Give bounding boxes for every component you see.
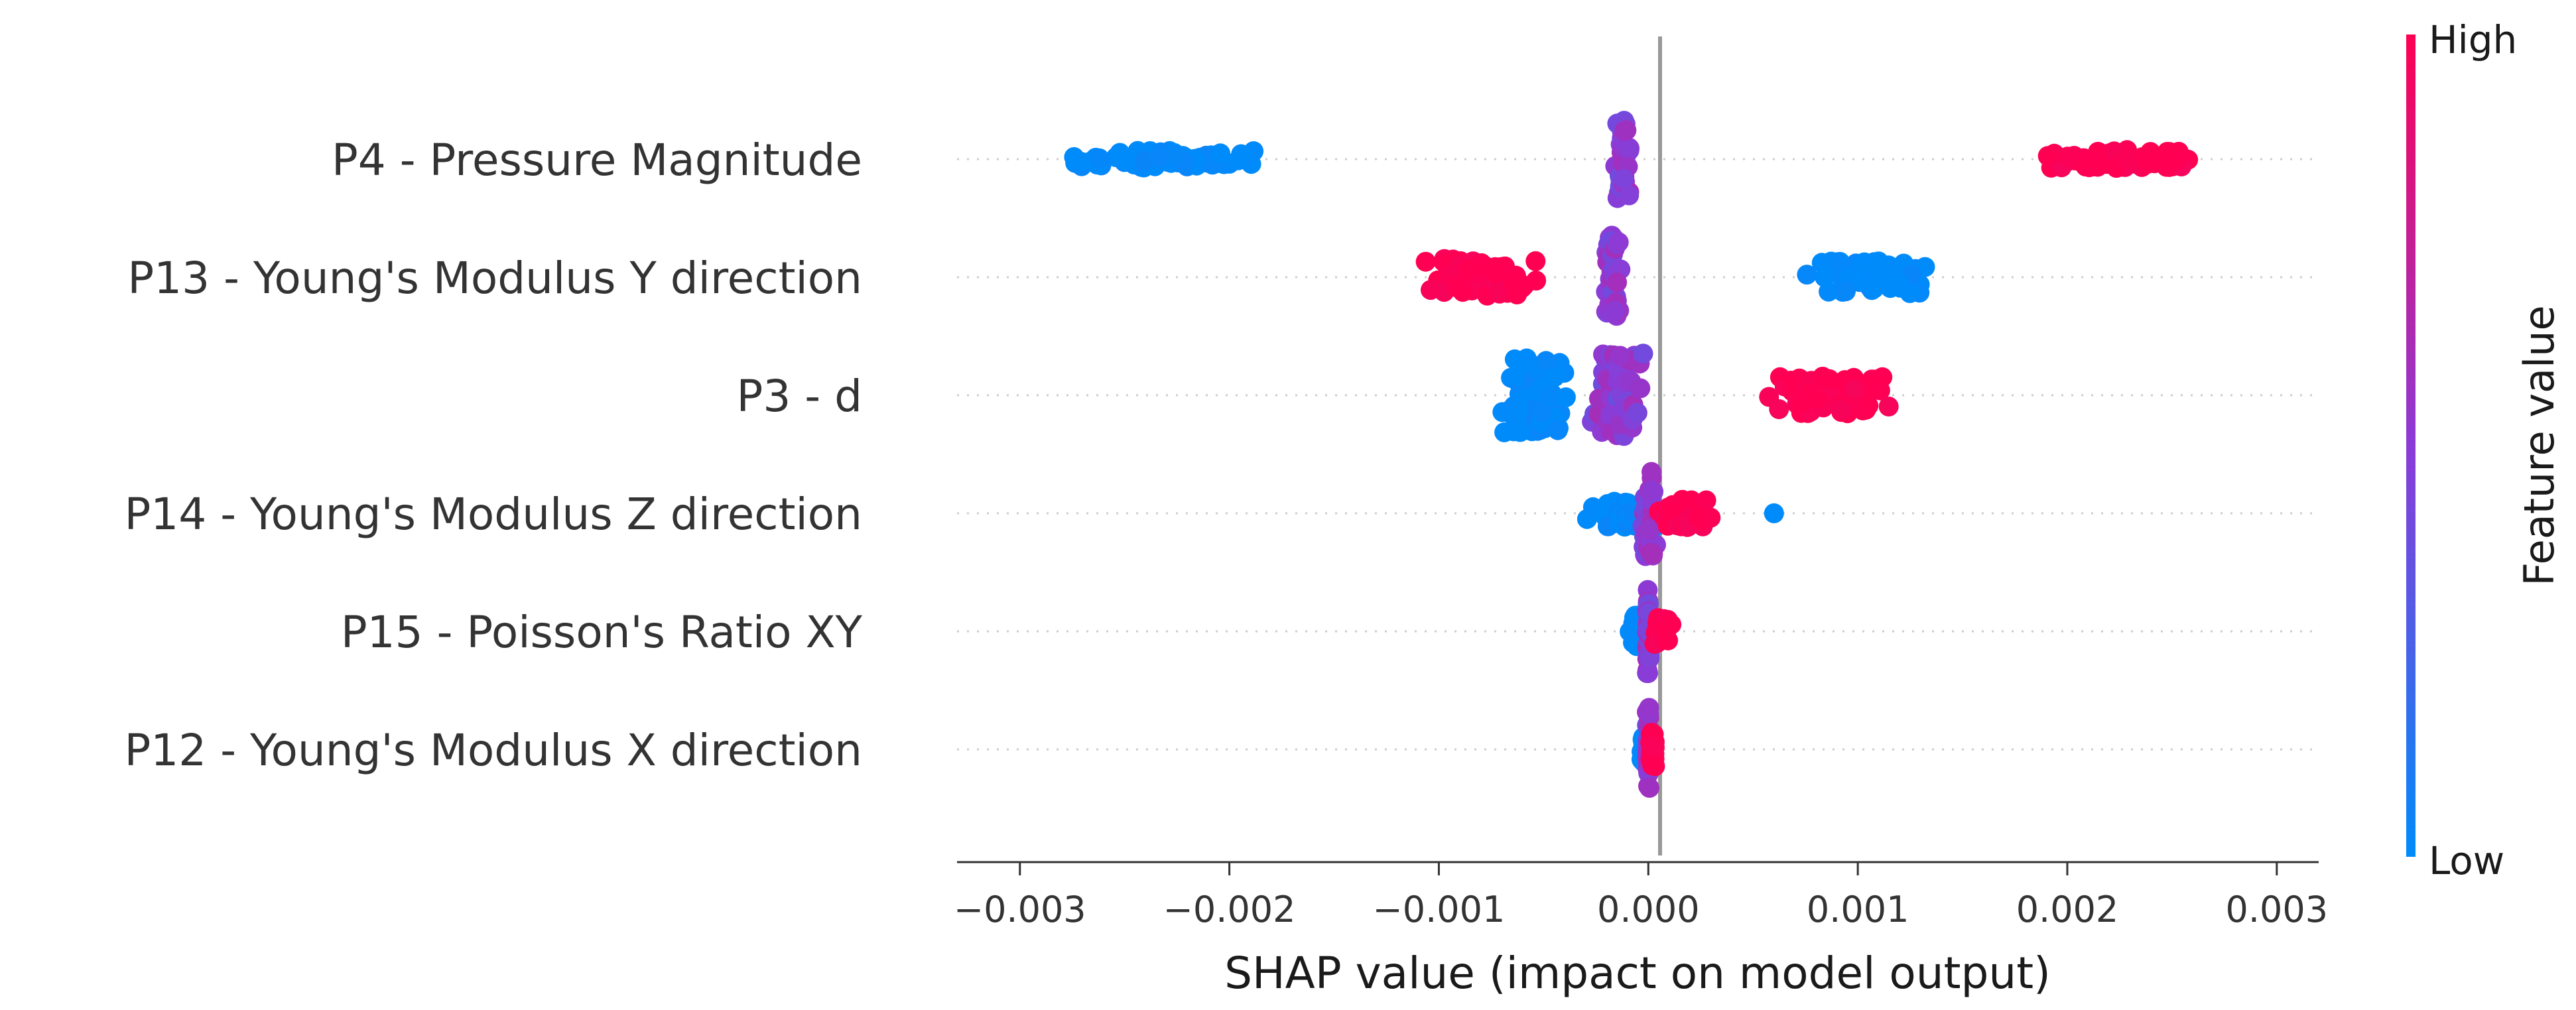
shap-point bbox=[1605, 300, 1626, 321]
shap-point bbox=[1639, 698, 1659, 718]
shap-point bbox=[1607, 272, 1628, 292]
shap-point bbox=[1769, 399, 1789, 419]
feature-labels: P4 - Pressure Magnitude P13 - Young's Mod… bbox=[124, 135, 862, 776]
shap-point bbox=[1614, 121, 1635, 141]
shap-point bbox=[1638, 663, 1658, 683]
feature-label: P12 - Young's Modulus X direction bbox=[124, 725, 862, 776]
x-tick-label: 0.000 bbox=[1597, 889, 1700, 930]
shap-point bbox=[1643, 543, 1663, 564]
colorbar-gradient bbox=[2406, 34, 2415, 857]
shap-point bbox=[1889, 273, 1909, 294]
x-tick-label: 0.002 bbox=[2016, 889, 2119, 930]
x-tick-label: −0.003 bbox=[954, 889, 1086, 930]
x-tick-label: 0.001 bbox=[1807, 889, 1909, 930]
shap-point bbox=[1608, 232, 1629, 253]
x-tick-label: −0.002 bbox=[1163, 889, 1296, 930]
shap-point bbox=[1828, 252, 1848, 273]
shap-point bbox=[1844, 379, 1864, 399]
shap-point bbox=[1630, 378, 1651, 399]
shap-point bbox=[1610, 346, 1630, 366]
colorbar-low-label: Low bbox=[2429, 838, 2504, 883]
shap-point bbox=[1642, 480, 1662, 501]
shap-point bbox=[1110, 143, 1130, 163]
shap-point bbox=[1791, 393, 1811, 414]
shap-point bbox=[1819, 369, 1840, 389]
shap-point bbox=[1872, 264, 1892, 284]
shap-point bbox=[1658, 630, 1679, 651]
shap-point bbox=[1764, 503, 1784, 523]
shap-point bbox=[1547, 420, 1568, 440]
shap-point bbox=[1815, 267, 1835, 287]
shap-point bbox=[1640, 778, 1659, 798]
shap-point bbox=[1452, 282, 1473, 302]
shap-point bbox=[1457, 259, 1478, 279]
shap-point bbox=[1536, 351, 1557, 371]
shap-point bbox=[2140, 145, 2160, 166]
shap-point bbox=[1831, 400, 1851, 420]
shap-point bbox=[1210, 143, 1230, 164]
shap-point bbox=[1619, 185, 1640, 206]
shap-point bbox=[1644, 737, 1665, 757]
x-tick-label: 0.003 bbox=[2226, 889, 2329, 930]
shap-point bbox=[1228, 150, 1248, 170]
x-tick-label: −0.001 bbox=[1373, 889, 1506, 930]
shap-point bbox=[1475, 256, 1496, 277]
shap-point bbox=[2037, 146, 2058, 166]
colorbar: High Low Feature value bbox=[2406, 17, 2563, 883]
shap-point bbox=[1165, 145, 1185, 165]
shap-point bbox=[1415, 251, 1436, 272]
shap-point bbox=[1525, 251, 1546, 271]
feature-label: P15 - Poisson's Ratio XY bbox=[341, 607, 863, 658]
shap-point bbox=[2169, 141, 2189, 162]
shap-point bbox=[1688, 507, 1708, 528]
shap-point bbox=[1134, 151, 1155, 171]
shap-point bbox=[1862, 372, 1882, 393]
shap-point bbox=[1627, 403, 1647, 423]
colorbar-high-label: High bbox=[2429, 17, 2517, 62]
shap-point bbox=[1797, 265, 1817, 285]
shap-point bbox=[1639, 520, 1659, 540]
shap-points bbox=[1064, 111, 2199, 798]
shap-point bbox=[1783, 375, 1803, 395]
shap-point bbox=[1150, 147, 1171, 168]
colorbar-title: Feature value bbox=[2515, 305, 2563, 586]
shap-point bbox=[1614, 169, 1634, 190]
shap-point bbox=[1089, 148, 1110, 168]
shap-point bbox=[1807, 389, 1827, 409]
shap-point bbox=[1633, 344, 1653, 364]
shap-point bbox=[1539, 385, 1559, 406]
feature-label: P13 - Young's Modulus Y direction bbox=[127, 253, 862, 304]
feature-label: P14 - Young's Modulus Z direction bbox=[124, 489, 862, 540]
shap-point bbox=[1555, 387, 1576, 408]
x-axis: −0.003 −0.002 −0.001 0.000 0.001 0.002 0.003 bbox=[954, 861, 2329, 930]
shap-point bbox=[1514, 275, 1535, 296]
shap-point bbox=[1858, 395, 1879, 416]
shap-point bbox=[1661, 614, 1682, 635]
shap-point bbox=[1642, 462, 1661, 482]
x-axis-title: SHAP value (impact on model output) bbox=[1224, 948, 2051, 999]
shap-point bbox=[1545, 367, 1565, 387]
shap-point bbox=[1532, 402, 1553, 422]
feature-label: P3 - d bbox=[737, 371, 862, 422]
feature-label: P4 - Pressure Magnitude bbox=[332, 135, 862, 186]
shap-point bbox=[1878, 397, 1899, 416]
shap-point bbox=[2077, 152, 2097, 172]
shap-point bbox=[1836, 281, 1856, 302]
shap-point bbox=[1421, 280, 1441, 300]
shap-point bbox=[1619, 140, 1640, 160]
shap-point bbox=[2118, 149, 2138, 169]
